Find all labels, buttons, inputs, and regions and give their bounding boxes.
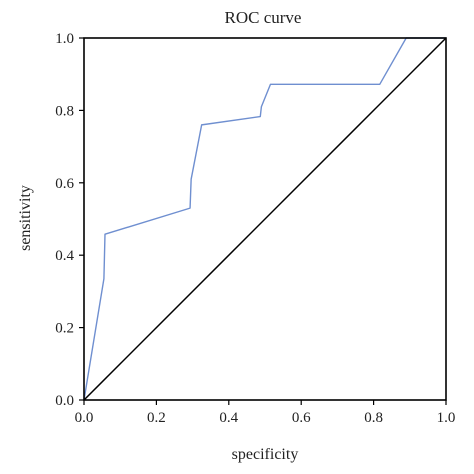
x-tick-label: 0.6: [292, 410, 311, 426]
y-tick-label: 0.0: [55, 393, 74, 409]
y-tick-label: 0.4: [55, 248, 74, 264]
y-tick-label: 0.6: [55, 176, 74, 192]
x-tick-label: 0.2: [147, 410, 166, 426]
y-tick-label: 0.8: [55, 103, 74, 119]
series-layer: [83, 37, 447, 401]
x-tick-label: 0.0: [75, 410, 94, 426]
chart-title: ROC curve: [225, 8, 302, 27]
x-axis-ticks: 0.0 0.2 0.4 0.6 0.8 1.0: [75, 400, 456, 426]
x-axis-label: specificity: [232, 446, 299, 463]
y-tick-label: 1.0: [55, 31, 74, 47]
plot-frame: [83, 37, 447, 401]
y-axis-ticks: 0.0 0.2 0.4 0.6 0.8 1.0: [55, 31, 84, 409]
y-axis-label: sensitivity: [17, 185, 34, 251]
x-tick-label: 0.4: [219, 410, 238, 426]
y-tick-label: 0.2: [55, 321, 74, 337]
reference-diagonal-line: [83, 37, 447, 401]
x-tick-label: 0.8: [364, 410, 383, 426]
roc-curve-line: [83, 37, 446, 401]
x-tick-label: 1.0: [437, 410, 456, 426]
